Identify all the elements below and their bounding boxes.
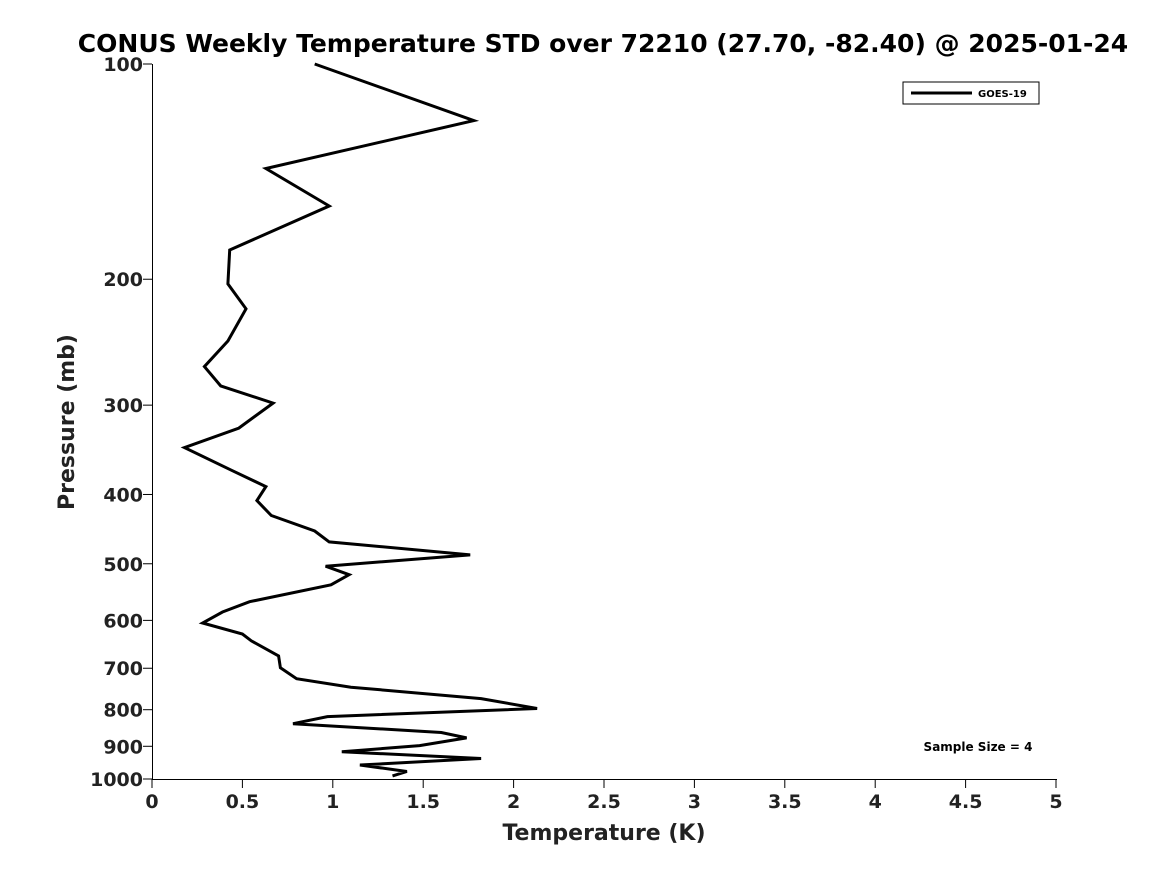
- legend-label: GOES-19: [978, 89, 1027, 100]
- chart-title: CONUS Weekly Temperature STD over 72210 …: [78, 29, 1128, 58]
- series-line: [180, 62, 538, 778]
- y-axis-ticks: 100 200 300 400 500 600 700 800 900 1000: [90, 54, 152, 791]
- x-tick-label: 3: [688, 791, 701, 813]
- y-tick-label: 100: [103, 54, 143, 76]
- x-tick-label: 2: [507, 791, 520, 813]
- y-axis-label: Pressure (mb): [55, 334, 80, 510]
- x-tick-label: 2.5: [587, 791, 621, 813]
- y-tick-label: 900: [103, 736, 143, 758]
- x-axis-ticks: 0 0.5 1 1.5 2 2.5 3 3.5 4 4.5 5: [145, 779, 1063, 813]
- y-tick-label: 600: [103, 610, 143, 632]
- x-tick-label: 4: [869, 791, 882, 813]
- x-tick-label: 0.5: [226, 791, 260, 813]
- y-tick-label: 300: [103, 395, 143, 417]
- x-tick-label: 5: [1049, 791, 1062, 813]
- series-layer: [180, 62, 538, 778]
- y-tick-label: 500: [103, 554, 143, 576]
- x-tick-label: 1.5: [406, 791, 440, 813]
- legend: GOES-19: [902, 81, 1040, 105]
- x-axis-label: Temperature (K): [502, 821, 705, 846]
- x-tick-label: 1: [326, 791, 339, 813]
- y-tick-label: 200: [103, 269, 143, 291]
- y-tick-label: 700: [103, 658, 143, 680]
- x-tick-label: 4.5: [949, 791, 983, 813]
- y-tick-label: 1000: [90, 769, 143, 791]
- x-tick-label: 3.5: [768, 791, 802, 813]
- sample-size-annotation: Sample Size = 4: [924, 740, 1033, 754]
- x-tick-label: 0: [145, 791, 158, 813]
- y-tick-label: 800: [103, 700, 143, 722]
- y-tick-label: 400: [103, 484, 143, 506]
